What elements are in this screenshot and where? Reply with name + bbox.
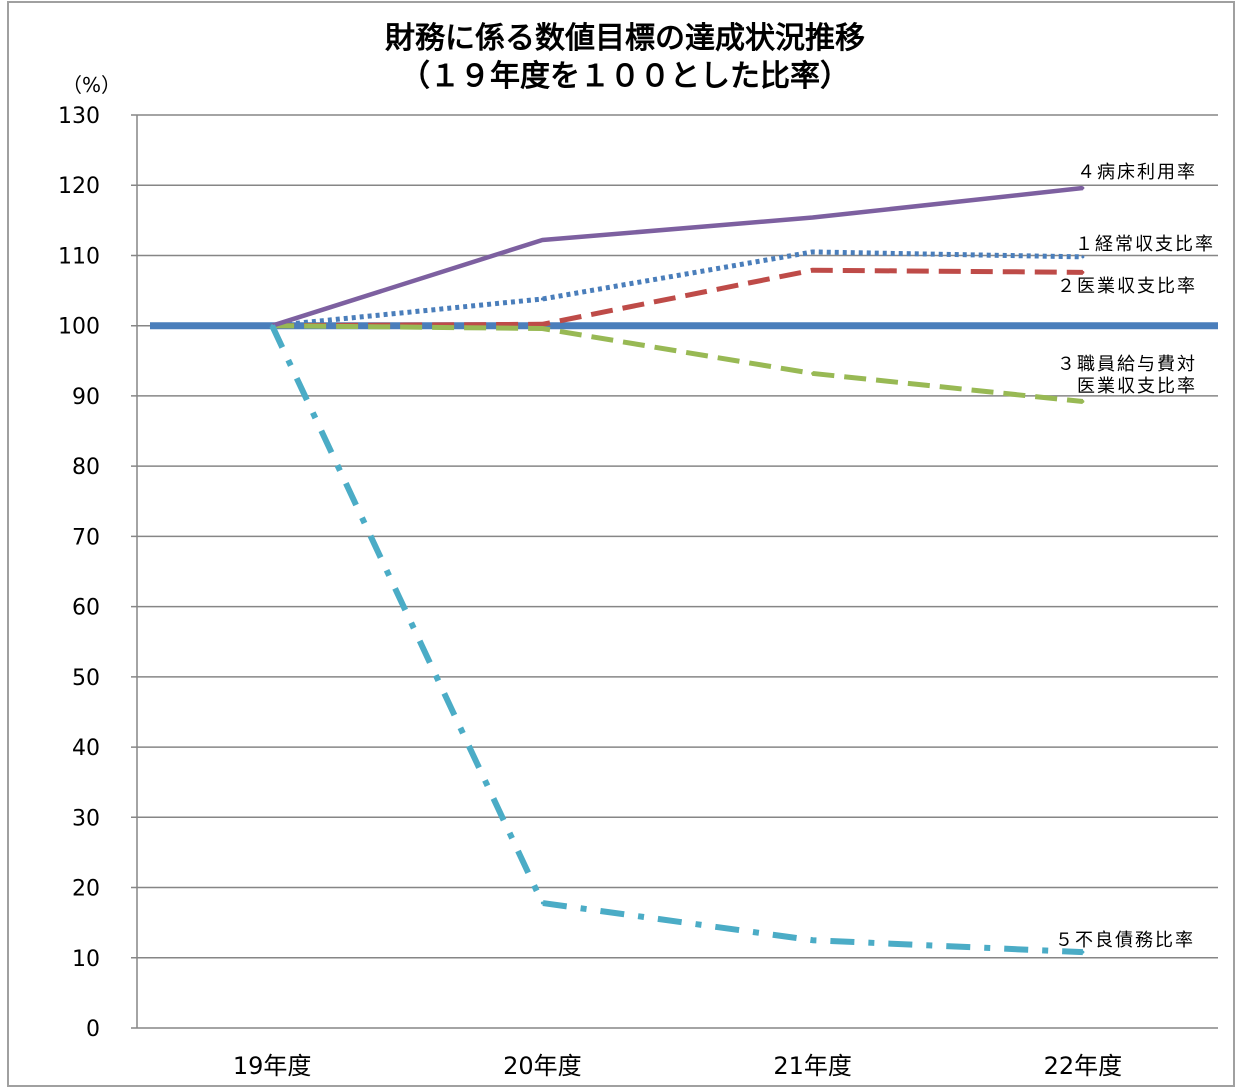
x-axis-ticks: 19年度 20年度 21年度 22年度 [233,1052,1122,1080]
series-5-point-3 [1081,950,1085,954]
series-2-point-3 [1081,270,1085,274]
series-5-point-1 [540,901,544,905]
chart-subtitle: （１９年度を１００とした比率） [400,59,850,94]
x-tick-label-3: 22年度 [1044,1052,1123,1080]
y-tick-label-2: 20 [72,877,100,902]
y-axis-ticks: 0 10 20 30 40 50 60 70 80 90 100 110 120 130 [58,104,100,1042]
x-tick-label-0: 19年度 [233,1052,312,1080]
series-5-point-2 [811,938,815,942]
y-tick-label-7: 70 [72,525,100,550]
series-4-label: ４病床利用率 [1077,162,1197,183]
y-tick-label-12: 120 [58,174,100,199]
series-5-point-0 [270,324,274,328]
chart-title: 財務に係る数値目標の達成状況推移 [385,21,865,56]
y-tick-label-5: 50 [72,666,100,691]
x-tick-label-2: 21年度 [773,1052,852,1080]
x-tick-label-1: 20年度 [503,1052,582,1080]
y-axis-unit: （%） [62,73,121,97]
series-line-5 [269,324,1084,956]
y-tick-label-11: 110 [58,244,100,269]
y-tick-label-3: 30 [72,806,100,831]
series-1-point-2 [811,250,815,254]
series-3-label-line-1: 医業収支比率 [1077,376,1197,397]
series-3-point-2 [811,371,815,375]
y-tick-label-1: 10 [72,947,100,972]
series-2-point-2 [811,268,815,272]
series-3-point-1 [540,327,544,331]
series-line-1 [271,249,1083,329]
series-1-label: １経常収支比率 [1075,234,1215,255]
y-tick-label-0: 0 [86,1017,100,1042]
series-2-label: ２医業収支比率 [1057,276,1197,297]
y-tick-label-6: 60 [72,596,100,621]
series-3-label-line-0: ３職員給与費対 [1057,354,1197,375]
y-tick-label-13: 130 [58,104,100,129]
series-line-3 [272,323,1084,405]
series-4-point-2 [811,216,815,220]
series-line-4 [271,185,1084,328]
series-3-point-3 [1081,400,1085,404]
series-4-point-3 [1081,186,1085,190]
series-1-point-3 [1081,255,1085,259]
y-tick-label-4: 40 [72,736,100,761]
series-5-label: ５不良債務比率 [1055,930,1195,951]
series-1-point-1 [540,297,544,301]
y-tick-label-10: 100 [58,315,100,340]
y-tick-label-8: 80 [72,455,100,480]
series-lines [150,185,1218,956]
series-2-point-1 [540,322,544,326]
series-4-point-1 [540,238,544,242]
chart-border [7,1,1235,1087]
y-tick-label-9: 90 [72,385,100,410]
